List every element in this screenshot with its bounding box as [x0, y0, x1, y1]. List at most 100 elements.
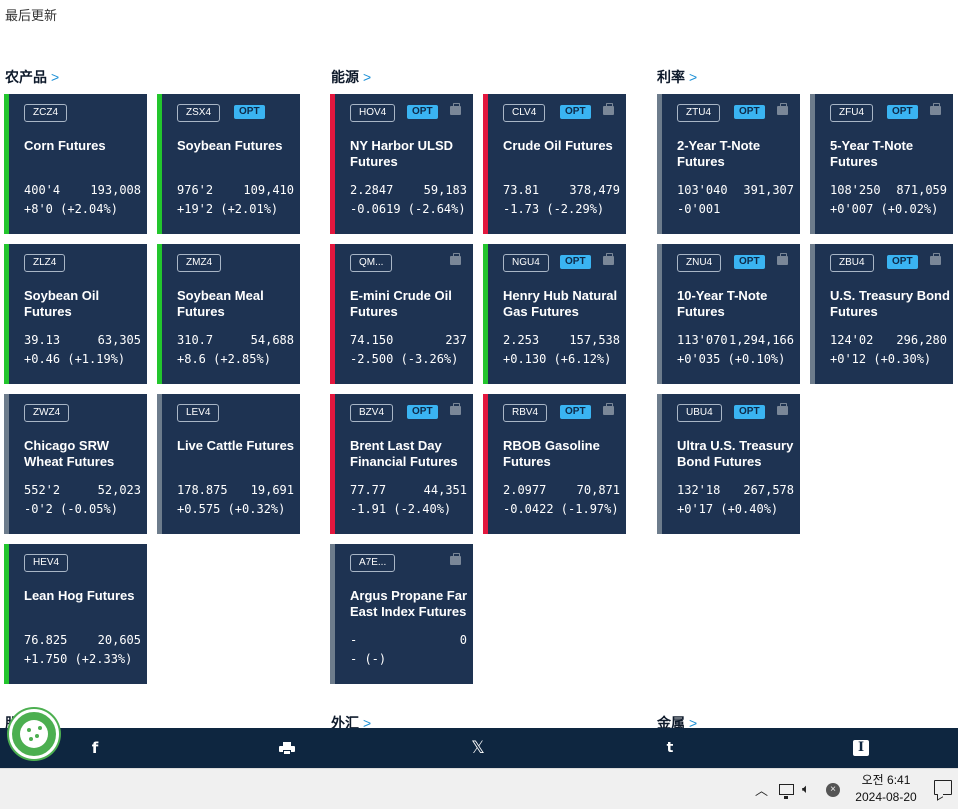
volume-button[interactable]: 🔈︎	[802, 769, 952, 809]
notification-icon[interactable]	[934, 780, 952, 795]
contract-name[interactable]: NY Harbor ULSD Futures	[350, 138, 454, 169]
contract-name[interactable]: Argus Propane Far East Index Futures	[350, 588, 468, 619]
contract-code[interactable]: ZSX4	[177, 104, 221, 122]
contract-code[interactable]: ZMZ4	[177, 254, 222, 272]
contract-name[interactable]: 10-Year T-Note Futures	[677, 288, 768, 319]
section-title-agri[interactable]: 农产品 >	[5, 67, 59, 87]
futures-card-ng[interactable]: NGU4 OPT Henry Hub Natural Gas Futures 2…	[483, 244, 626, 384]
tumblr-share-button[interactable]: t	[640, 728, 700, 768]
opt-badge[interactable]: OPT	[734, 255, 765, 269]
briefcase-icon[interactable]	[450, 253, 461, 265]
section-title-fx[interactable]: 外汇 >	[331, 713, 371, 733]
futures-card-ho[interactable]: HOV4 OPT NY Harbor ULSD Futures 2.2847 5…	[330, 94, 473, 234]
opt-badge[interactable]: OPT	[234, 105, 265, 119]
futures-card-he[interactable]: HEV4 Lean Hog Futures 76.825 20,605 +1.7…	[4, 544, 147, 684]
briefcase-icon[interactable]	[450, 553, 461, 565]
opt-badge[interactable]: OPT	[734, 105, 765, 119]
contract-code[interactable]: ZNU4	[677, 254, 722, 272]
contract-name[interactable]: Live Cattle Futures	[177, 438, 295, 453]
opt-badge[interactable]: OPT	[734, 405, 765, 419]
facebook-share-button[interactable]: f	[65, 728, 125, 768]
briefcase-icon[interactable]	[603, 103, 614, 115]
contract-code[interactable]: ZBU4	[830, 254, 874, 272]
contract-name[interactable]: RBOB Gasoline Futures	[503, 438, 600, 469]
opt-badge[interactable]: OPT	[407, 105, 438, 119]
contract-code[interactable]: ZFU4	[830, 104, 873, 122]
section-title-rates[interactable]: 利率 >	[657, 67, 697, 87]
contract-code[interactable]: NGU4	[503, 254, 549, 272]
futures-card-zt[interactable]: ZTU4 OPT 2-Year T-Note Futures 103'040 3…	[657, 94, 800, 234]
cookie-settings-button[interactable]	[9, 709, 59, 759]
contract-code[interactable]: HOV4	[350, 104, 396, 122]
contract-name[interactable]: Crude Oil Futures	[503, 138, 613, 153]
futures-card-bz[interactable]: BZV4 OPT Brent Last Day Financial Future…	[330, 394, 473, 534]
contract-code[interactable]: ZCZ4	[24, 104, 67, 122]
show-hidden-icons-button[interactable]: ︿	[755, 769, 768, 809]
contract-name[interactable]: Lean Hog Futures	[24, 588, 135, 603]
contract-code[interactable]: BZV4	[350, 404, 394, 422]
briefcase-icon[interactable]	[450, 403, 461, 415]
contract-name[interactable]: Soybean Futures	[177, 138, 283, 153]
futures-card-le[interactable]: LEV4 Live Cattle Futures 178.875 19,691 …	[157, 394, 300, 534]
section-title-metals[interactable]: 金属 >	[657, 713, 697, 733]
futures-card-a7[interactable]: A7E... Argus Propane Far East Index Futu…	[330, 544, 473, 684]
contract-code[interactable]: ZTU4	[677, 104, 720, 122]
contract-name[interactable]: Ultra U.S. Treasury Bond Futures	[677, 438, 794, 469]
contract-name[interactable]: 5-Year T-Note Futures	[830, 138, 914, 169]
contract-name[interactable]: Soybean Meal Futures	[177, 288, 264, 319]
briefcase-icon[interactable]	[603, 403, 614, 415]
futures-card-ub[interactable]: UBU4 OPT Ultra U.S. Treasury Bond Future…	[657, 394, 800, 534]
opt-badge[interactable]: OPT	[560, 105, 591, 119]
briefcase-icon[interactable]	[603, 253, 614, 265]
last-price: 124'02	[830, 333, 874, 347]
futures-card-qm[interactable]: QM... E-mini Crude Oil Futures 74.150 23…	[330, 244, 473, 384]
futures-card-zl[interactable]: ZLZ4 Soybean Oil Futures 39.13 63,305 +0…	[4, 244, 147, 384]
futures-card-zc[interactable]: ZCZ4 Corn Futures 400'4 193,008 +8'0 (+2…	[4, 94, 147, 234]
briefcase-icon[interactable]	[450, 103, 461, 115]
contract-name[interactable]: Corn Futures	[24, 138, 106, 153]
network-button[interactable]	[779, 769, 794, 809]
futures-card-zf[interactable]: ZFU4 OPT 5-Year T-Note Futures 108'250 8…	[810, 94, 953, 234]
x-share-button[interactable]: 𝕏	[448, 728, 508, 768]
futures-card-cl[interactable]: CLV4 OPT Crude Oil Futures 73.81 378,479…	[483, 94, 626, 234]
contract-name[interactable]: Chicago SRW Wheat Futures	[24, 438, 115, 469]
status-button[interactable]: ×	[826, 769, 840, 809]
contract-code[interactable]: UBU4	[677, 404, 722, 422]
contract-name[interactable]: Soybean Oil Futures	[24, 288, 100, 319]
contract-name[interactable]: Henry Hub Natural Gas Futures	[503, 288, 618, 319]
last-updated-label: 最后更新	[5, 8, 58, 23]
contract-name[interactable]: Brent Last Day Financial Futures	[350, 438, 458, 469]
contract-code[interactable]: RBV4	[503, 404, 548, 422]
print-button[interactable]	[257, 728, 317, 768]
price-change: -2.500 (-3.26%)	[350, 352, 459, 366]
section-title-energy[interactable]: 能源 >	[331, 67, 371, 87]
contract-code[interactable]: CLV4	[503, 104, 546, 122]
opt-badge[interactable]: OPT	[887, 105, 918, 119]
contract-code[interactable]: ZLZ4	[24, 254, 66, 272]
futures-card-zm[interactable]: ZMZ4 Soybean Meal Futures 310.7 54,688 +…	[157, 244, 300, 384]
opt-badge[interactable]: OPT	[560, 405, 591, 419]
briefcase-icon[interactable]	[777, 403, 788, 415]
contract-code[interactable]: LEV4	[177, 404, 220, 422]
clock[interactable]: 오전 6:41 2024-08-20	[848, 772, 924, 806]
contract-code[interactable]: HEV4	[24, 554, 69, 572]
briefcase-icon[interactable]	[930, 253, 941, 265]
contract-code[interactable]: A7E...	[350, 554, 396, 572]
briefcase-icon[interactable]	[777, 253, 788, 265]
opt-badge[interactable]: OPT	[560, 255, 591, 269]
futures-card-zw[interactable]: ZWZ4 Chicago SRW Wheat Futures 552'2 52,…	[4, 394, 147, 534]
futures-card-zs[interactable]: ZSX4 OPT Soybean Futures 976'2 109,410 +…	[157, 94, 300, 234]
contract-code[interactable]: QM...	[350, 254, 393, 272]
contract-name[interactable]: U.S. Treasury Bond Futures	[830, 288, 950, 319]
futures-card-rb[interactable]: RBV4 OPT RBOB Gasoline Futures 2.0977 70…	[483, 394, 626, 534]
futures-card-zb[interactable]: ZBU4 OPT U.S. Treasury Bond Futures 124'…	[810, 244, 953, 384]
opt-badge[interactable]: OPT	[887, 255, 918, 269]
contract-name[interactable]: E-mini Crude Oil Futures	[350, 288, 452, 319]
opt-badge[interactable]: OPT	[407, 405, 438, 419]
contract-name[interactable]: 2-Year T-Note Futures	[677, 138, 761, 169]
briefcase-icon[interactable]	[777, 103, 788, 115]
contract-code[interactable]: ZWZ4	[24, 404, 70, 422]
futures-card-zn[interactable]: ZNU4 OPT 10-Year T-Note Futures 113'070 …	[657, 244, 800, 384]
instapaper-share-button[interactable]: I	[831, 728, 891, 768]
briefcase-icon[interactable]	[930, 103, 941, 115]
